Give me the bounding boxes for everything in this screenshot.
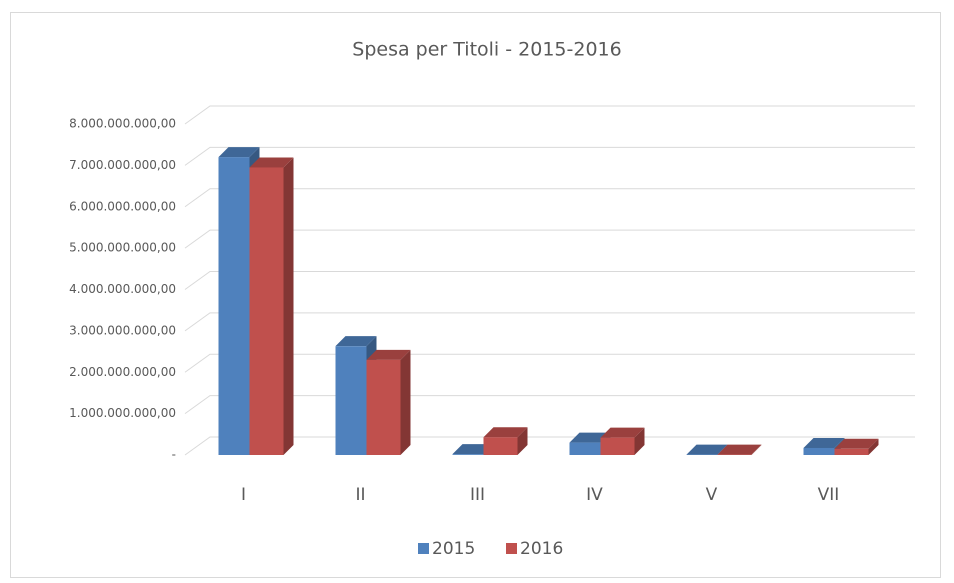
bar-top — [249, 157, 294, 168]
x-tick-label: III — [470, 485, 485, 505]
bar — [249, 167, 284, 455]
bar — [569, 442, 601, 455]
bar-top — [452, 444, 494, 455]
y-tick-label: - — [172, 448, 176, 462]
x-tick-label: IV — [586, 485, 603, 505]
legend-label: 2015 — [432, 539, 475, 559]
bar-top — [218, 147, 260, 158]
legend-swatch — [418, 543, 429, 554]
chart-border — [10, 12, 941, 578]
y-tick-label: 3.000.000.000,00 — [69, 323, 176, 337]
bar-top — [569, 432, 611, 443]
grid-line — [184, 353, 915, 373]
y-tick-label: 2.000.000.000,00 — [69, 365, 176, 379]
bar-top — [686, 444, 728, 455]
legend-swatch — [506, 543, 517, 554]
x-tick-label: VII — [818, 485, 840, 505]
chart-title: Spesa per Titoli - 2015-2016 — [352, 39, 621, 61]
grid-line — [184, 229, 915, 249]
grid-line — [184, 271, 915, 290]
bar — [600, 437, 635, 455]
x-tick-label: V — [706, 485, 718, 505]
bar-top — [717, 444, 762, 455]
bar-top — [335, 336, 377, 347]
grid-line — [184, 395, 915, 415]
bar-side — [868, 438, 879, 455]
grid-line — [184, 188, 915, 208]
bar-side — [400, 349, 411, 455]
bar-top — [803, 437, 845, 448]
bar — [218, 157, 250, 455]
bar-top — [600, 427, 645, 438]
x-tick-label: II — [355, 485, 365, 505]
grid-line — [184, 105, 915, 125]
grid-line — [184, 146, 915, 166]
bar-top — [834, 438, 879, 449]
y-tick-label: 6.000.000.000,00 — [69, 199, 176, 213]
bar — [335, 346, 367, 455]
bar — [803, 447, 835, 455]
y-tick-label: 7.000.000.000,00 — [69, 158, 176, 172]
bar-side — [517, 427, 528, 455]
grid-line — [184, 436, 915, 456]
y-tick-label: 5.000.000.000,00 — [69, 241, 176, 255]
x-tick-label: I — [241, 485, 246, 505]
bar — [483, 437, 518, 455]
legend-label: 2016 — [520, 539, 563, 559]
bar — [452, 454, 484, 455]
bar-side — [751, 444, 762, 455]
bar — [834, 448, 869, 455]
bar-side — [634, 427, 645, 455]
bar-top — [483, 427, 528, 438]
bar-side — [283, 157, 294, 455]
y-tick-label: 4.000.000.000,00 — [69, 282, 176, 296]
y-tick-label: 8.000.000.000,00 — [69, 117, 176, 131]
bar-top — [366, 349, 411, 360]
grid-line — [184, 312, 915, 332]
y-tick-label: 1.000.000.000,00 — [69, 406, 176, 420]
bar — [366, 359, 401, 455]
